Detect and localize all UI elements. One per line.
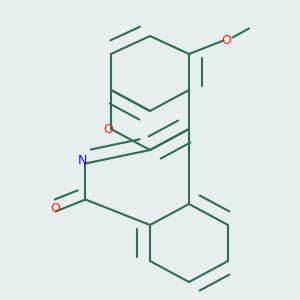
Text: O: O xyxy=(51,202,60,215)
Text: N: N xyxy=(78,154,87,167)
Text: O: O xyxy=(103,122,113,136)
Text: O: O xyxy=(222,34,231,47)
